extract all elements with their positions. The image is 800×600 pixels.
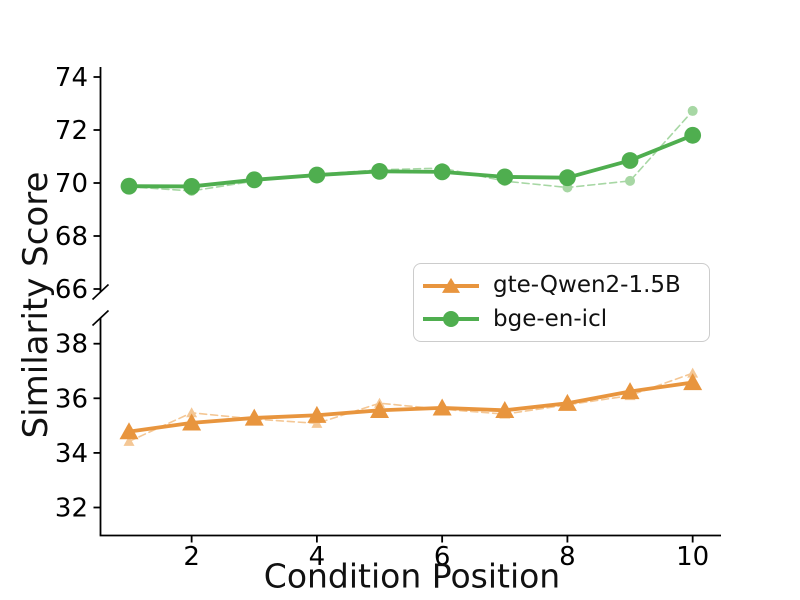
x-axis-label: Condition Position <box>263 556 561 596</box>
legend-entry-gte-qwen2: gte-Qwen2-1.5B <box>423 274 709 297</box>
circle-marker <box>371 162 388 180</box>
circle-marker <box>621 152 639 169</box>
y-tick-label: 70 <box>55 169 88 199</box>
triangle-marker <box>620 382 640 400</box>
triangle-marker <box>307 405 327 423</box>
circle-marker <box>183 178 201 195</box>
legend-line-orange <box>423 277 479 293</box>
series-line-gte-Qwen2-1.5B <box>127 380 695 434</box>
triangle-marker <box>370 400 390 418</box>
circle-marker <box>684 126 702 144</box>
legend-label-gte-qwen2: gte-Qwen2-1.5B <box>493 272 681 299</box>
triangle-marker <box>432 398 452 416</box>
triangle-marker <box>244 408 264 426</box>
legend-line-green <box>423 311 479 328</box>
legend-label-bge-en-icl: bge-en-icl <box>493 305 608 332</box>
circle-marker <box>496 168 514 186</box>
circle-marker <box>625 175 636 186</box>
circle-marker <box>687 105 698 116</box>
series-line-bge-en-icl-raw <box>128 110 694 192</box>
series-line-gte-Qwen2-1.5B-raw <box>128 372 694 443</box>
triangle-marker <box>182 413 202 431</box>
y-tick-label: 72 <box>55 116 88 146</box>
triangle-marker <box>119 422 139 440</box>
y-tick-label: 66 <box>55 275 88 305</box>
x-tick-label: 8 <box>559 542 576 572</box>
x-tick-label: 6 <box>434 542 451 572</box>
circle-marker <box>433 163 451 181</box>
x-tick-label: 10 <box>676 542 709 572</box>
legend: gte-Qwen2-1.5B bge-en-icl <box>413 263 710 342</box>
y-tick-label: 68 <box>55 222 88 252</box>
triangle-marker <box>123 435 135 446</box>
circle-marker <box>308 166 326 184</box>
y-tick-label: 38 <box>55 330 88 360</box>
circle-marker <box>245 171 263 189</box>
circle-marker-icon <box>443 311 459 328</box>
circle-marker <box>559 169 576 187</box>
triangle-marker <box>683 373 703 391</box>
y-axis-label: Similarity Score <box>16 171 56 439</box>
y-tick-label: 32 <box>55 494 88 524</box>
triangle-marker <box>687 367 699 378</box>
triangle-marker-icon <box>442 277 460 293</box>
y-tick-label: 34 <box>55 439 88 469</box>
legend-entry-bge-en-icl: bge-en-icl <box>423 305 709 332</box>
y-tick-label: 74 <box>55 63 88 93</box>
x-tick-label: 2 <box>183 542 200 572</box>
triangle-marker <box>557 393 577 411</box>
series-line-bge-en-icl <box>127 133 695 189</box>
triangle-marker <box>311 417 323 428</box>
y-tick-label: 36 <box>55 384 88 414</box>
triangle-marker <box>495 400 515 418</box>
triangle-marker <box>186 407 198 418</box>
x-tick-label: 4 <box>309 542 326 572</box>
circle-marker <box>120 177 138 195</box>
